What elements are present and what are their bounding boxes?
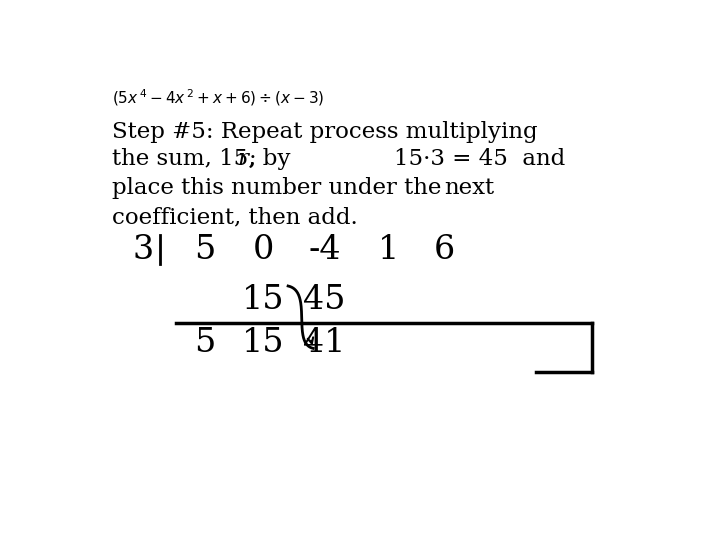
Text: coefficient, then add.: coefficient, then add. [112, 206, 358, 228]
Text: 6: 6 [433, 234, 455, 266]
Text: 0: 0 [252, 234, 274, 266]
Text: r: r [238, 148, 248, 170]
Text: 5: 5 [194, 234, 215, 266]
Text: 15·3 = 45  and: 15·3 = 45 and [394, 148, 565, 170]
Text: -4: -4 [308, 234, 341, 266]
Text: next: next [444, 177, 495, 199]
Text: 15: 15 [242, 327, 284, 360]
Text: 45: 45 [303, 284, 346, 316]
Text: Step #5: Repeat process multiplying: Step #5: Repeat process multiplying [112, 121, 538, 143]
Text: place this number under the: place this number under the [112, 177, 441, 199]
Text: the sum, 15, by: the sum, 15, by [112, 148, 298, 170]
Text: 15: 15 [242, 284, 284, 316]
Text: 41: 41 [303, 327, 346, 360]
Text: 1: 1 [378, 234, 399, 266]
Text: 5: 5 [194, 327, 215, 360]
Text: 3: 3 [133, 234, 154, 266]
Text: ;: ; [248, 148, 256, 170]
Text: $\left(5x^{\,4}-4x^{\,2}+x+6\right)\div\left(x-3\right)$: $\left(5x^{\,4}-4x^{\,2}+x+6\right)\div\… [112, 87, 325, 109]
